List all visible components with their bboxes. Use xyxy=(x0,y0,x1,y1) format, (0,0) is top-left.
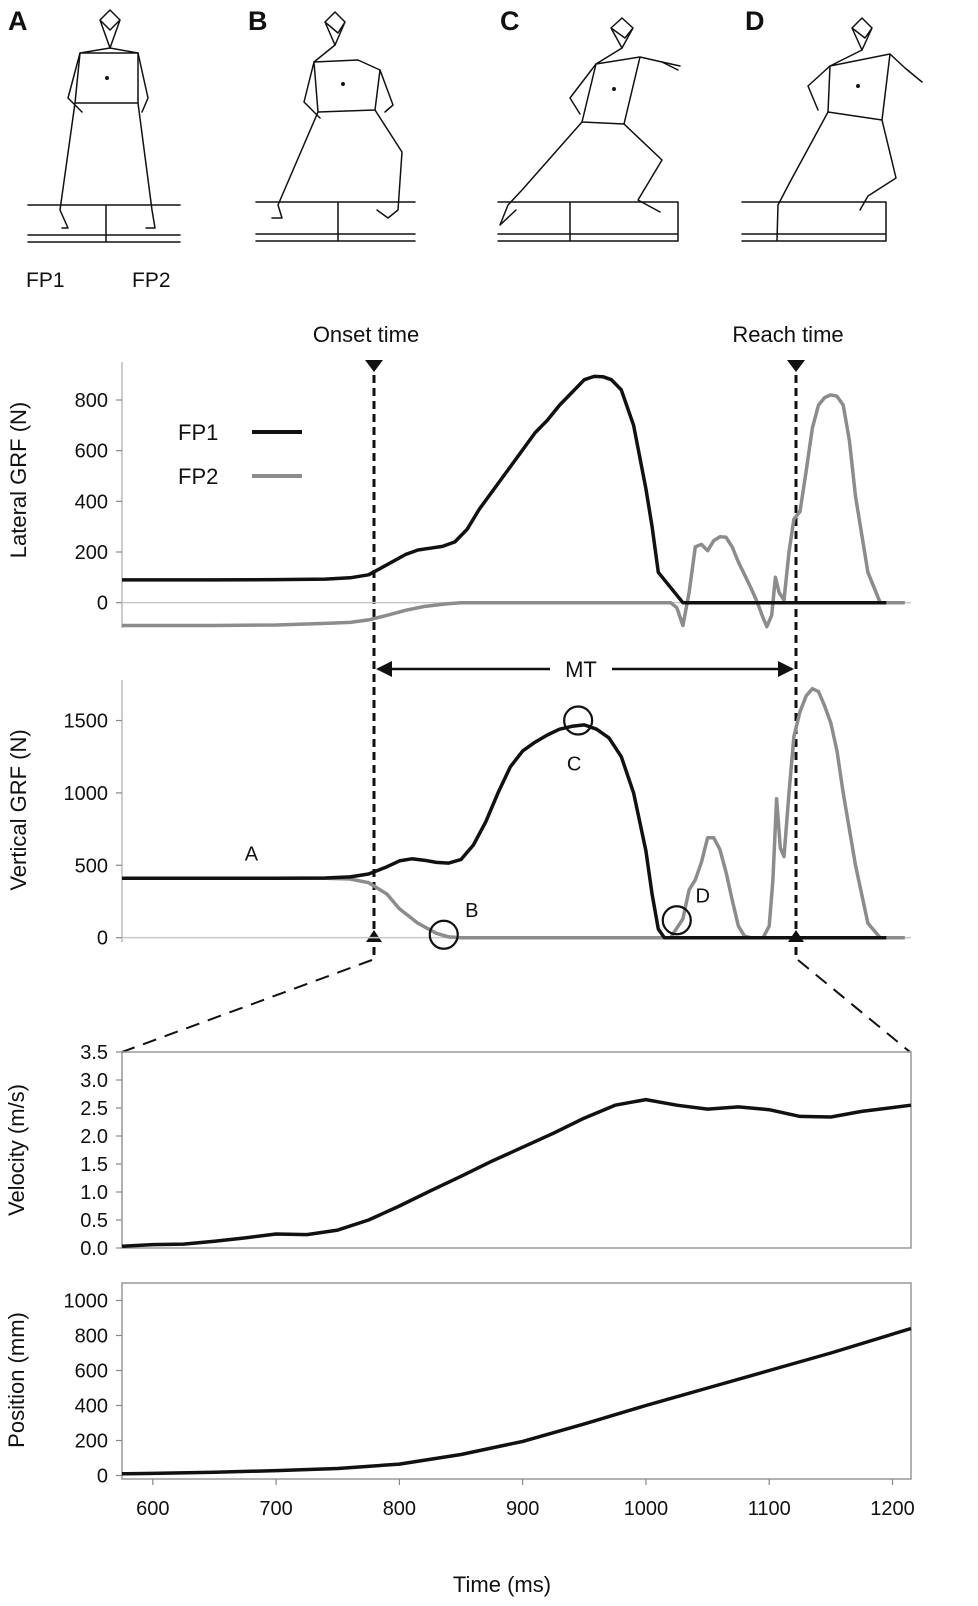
position-x-ticks: 600 700 800 900 1000 1100 1200 xyxy=(136,1479,915,1520)
lateral-legend: FP1 FP2 xyxy=(178,420,302,489)
stick-figure-d xyxy=(742,18,922,241)
y-tick-label: 1500 xyxy=(64,711,109,733)
x-tick-label: 900 xyxy=(506,1498,539,1520)
vertical-series-fp2 xyxy=(122,689,905,938)
position-ticks: 0 200 400 600 800 1000 xyxy=(64,1291,123,1488)
x-tick-label: 800 xyxy=(383,1498,416,1520)
y-tick-label: 0 xyxy=(97,1466,108,1488)
stick-figure-b xyxy=(256,12,415,241)
y-tick-label: 0.5 xyxy=(80,1210,108,1232)
annotation-circle-c xyxy=(564,707,592,735)
event-markers: Onset time Reach time MT xyxy=(122,322,910,1052)
zoom-line-left xyxy=(122,960,372,1052)
plate-label-fp2: FP2 xyxy=(132,269,171,292)
stick-figure-a xyxy=(28,10,180,242)
stick-figure-c xyxy=(498,18,680,241)
vertical-ylabel: Vertical GRF (N) xyxy=(6,729,31,890)
x-tick-label: 700 xyxy=(259,1498,292,1520)
lateral-grf-chart: 0 200 400 600 800 Lateral GRF (N) FP1 FP2 xyxy=(6,362,911,628)
x-tick-label: 600 xyxy=(136,1498,169,1520)
time-xlabel: Time (ms) xyxy=(453,1572,551,1597)
legend-label-fp2: FP2 xyxy=(178,464,218,489)
y-tick-label: 0.0 xyxy=(80,1238,108,1260)
x-tick-label: 1000 xyxy=(624,1498,669,1520)
annotation-label-b: B xyxy=(465,900,478,922)
onset-time-label: Onset time xyxy=(313,322,419,347)
panel-letter-d: D xyxy=(745,6,765,36)
plate-label-fp1: FP1 xyxy=(26,269,65,292)
y-tick-label: 2.0 xyxy=(80,1126,108,1148)
y-tick-label: 3.5 xyxy=(80,1042,108,1064)
y-tick-label: 2.5 xyxy=(80,1098,108,1120)
x-tick-label: 1200 xyxy=(870,1498,915,1520)
y-tick-label: 1000 xyxy=(64,783,109,805)
reach-marker-top xyxy=(787,360,805,372)
y-tick-label: 600 xyxy=(75,1361,108,1383)
mt-label: MT xyxy=(565,657,597,682)
y-tick-label: 1.0 xyxy=(80,1182,108,1204)
panel-letter-a: A xyxy=(8,6,28,36)
velocity-series xyxy=(122,1100,911,1247)
position-chart: 0 200 400 600 800 1000 600 700 800 900 1000 1100 12… xyxy=(4,1283,915,1597)
y-tick-label: 0 xyxy=(97,593,108,615)
annotation-label-a: A xyxy=(245,843,259,865)
lateral-ylabel: Lateral GRF (N) xyxy=(6,402,31,558)
y-tick-label: 500 xyxy=(75,855,108,877)
figure: A B C D xyxy=(0,0,978,1606)
velocity-ticks: 0.0 0.5 1.0 1.5 2.0 2.5 3.0 3.5 xyxy=(80,1042,122,1260)
position-series xyxy=(122,1329,911,1474)
panel-letter-b: B xyxy=(248,6,268,36)
legend-label-fp1: FP1 xyxy=(178,420,218,445)
y-tick-label: 800 xyxy=(75,390,108,412)
vertical-grf-chart: 0 500 1000 1500 Vertical GRF (N) A B C D xyxy=(6,680,911,950)
velocity-chart: 0.0 0.5 1.0 1.5 2.0 2.5 3.0 3.5 Velocity (m/s) xyxy=(4,1042,911,1260)
y-tick-label: 400 xyxy=(75,491,108,513)
position-ylabel: Position (mm) xyxy=(4,1312,29,1448)
stick-figure-panels: A B C D xyxy=(8,6,922,292)
onset-marker-top xyxy=(365,360,383,372)
y-tick-label: 400 xyxy=(75,1396,108,1418)
onset-marker-bottom xyxy=(366,930,382,942)
lateral-series-fp2 xyxy=(122,395,905,627)
y-tick-label: 1.5 xyxy=(80,1154,108,1176)
y-tick-label: 200 xyxy=(75,542,108,564)
movement-time-arrow: MT xyxy=(376,657,794,682)
x-tick-label: 1100 xyxy=(748,1498,791,1520)
velocity-ylabel: Velocity (m/s) xyxy=(4,1084,29,1216)
lateral-ticks: 0 200 400 600 800 xyxy=(75,390,122,615)
reach-time-label: Reach time xyxy=(732,322,843,347)
y-tick-label: 1000 xyxy=(64,1291,109,1313)
annotation-label-d: D xyxy=(696,885,710,907)
y-tick-label: 3.0 xyxy=(80,1070,108,1092)
vertical-ticks: 0 500 1000 1500 xyxy=(64,711,123,950)
annotation-label-c: C xyxy=(567,754,581,776)
y-tick-label: 200 xyxy=(75,1431,108,1453)
panel-letter-c: C xyxy=(500,6,520,36)
zoom-line-right xyxy=(798,960,910,1052)
y-tick-label: 800 xyxy=(75,1326,108,1348)
y-tick-label: 0 xyxy=(97,928,108,950)
position-frame xyxy=(122,1283,911,1479)
lateral-series-fp1 xyxy=(122,376,886,602)
y-tick-label: 600 xyxy=(75,441,108,463)
